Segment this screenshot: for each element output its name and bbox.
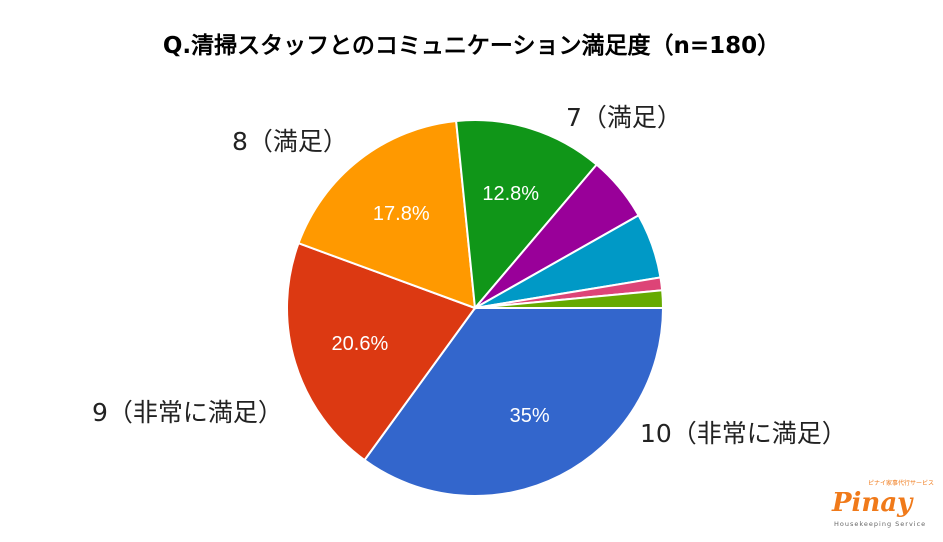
data-label-1: 20.6% <box>332 333 389 355</box>
pie-slice-1 <box>286 241 477 462</box>
pie-slice-3 <box>455 119 599 311</box>
pinay-logo: ピナイ家事代行サービス Pinay Housekeeping Service <box>828 480 940 540</box>
pie-slice-0 <box>363 307 665 497</box>
logo-brand: Pinay <box>832 488 913 518</box>
chart-title: Q.清掃スタッフとのコミュニケーション満足度（n=180） <box>162 33 781 59</box>
legend-label-8: 8（満足） <box>232 127 348 156</box>
legend-label-10: 10（非常に満足） <box>640 419 847 448</box>
logo-subtitle: Housekeeping Service <box>834 520 927 528</box>
logo-tagline: ピナイ家事代行サービス <box>868 480 935 487</box>
legend-label-7: 7（満足） <box>566 103 682 132</box>
legend-label-9: 9（非常に満足） <box>92 398 283 427</box>
data-label-2: 17.8% <box>373 203 430 225</box>
data-label-3: 12.8% <box>482 183 539 205</box>
pie-slice-2 <box>297 119 477 310</box>
pie-slice-7 <box>474 289 665 309</box>
data-label-0: 35% <box>510 405 550 427</box>
